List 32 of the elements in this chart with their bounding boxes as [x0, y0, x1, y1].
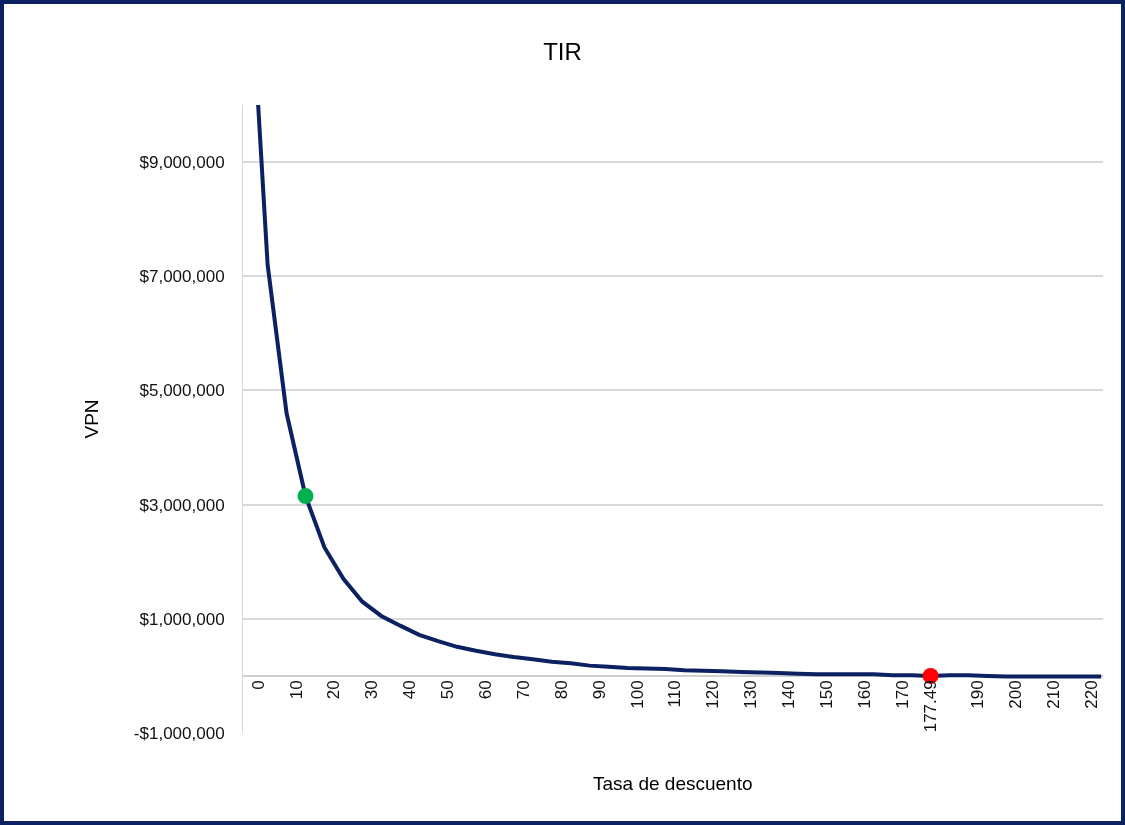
y-tick-label: $9,000,000	[139, 153, 225, 173]
x-tick-label: 20	[324, 680, 344, 700]
x-tick-label: 100	[627, 680, 647, 709]
x-tick-label: 40	[400, 680, 420, 700]
x-tick-label: 70	[513, 680, 533, 700]
x-tick-label: 130	[741, 680, 761, 709]
x-tick-label: 140	[779, 680, 799, 709]
x-tick-label: 190	[968, 680, 988, 709]
x-tick-label: 200	[1006, 680, 1026, 709]
x-tick-label: 0	[248, 680, 268, 690]
chart-title: TIR	[543, 38, 582, 66]
y-tick-label: $1,000,000	[139, 609, 225, 629]
x-tick-label: 60	[475, 680, 495, 700]
x-tick-label: 120	[703, 680, 723, 709]
y-tick-label: -$1,000,000	[133, 723, 225, 743]
x-tick-label: 10	[286, 680, 306, 700]
x-tick-label: 170	[892, 680, 912, 709]
x-tick-label: 80	[551, 680, 571, 700]
x-tick-label: 30	[362, 680, 382, 700]
x-tick-label: 150	[816, 680, 836, 709]
x-tick-label: 160	[854, 680, 874, 709]
y-tick-label: $3,000,000	[139, 495, 225, 515]
y-tick-label: $7,000,000	[139, 267, 225, 287]
x-axis-title: Tasa de descuento	[593, 773, 753, 794]
x-tick-label: 220	[1082, 680, 1102, 709]
y-tick-label: $5,000,000	[139, 381, 225, 401]
y-axis-title: VPN	[80, 399, 102, 439]
x-tick-label: 90	[589, 680, 609, 700]
x-tick-label: 210	[1044, 680, 1064, 709]
x-tick-label: 177.49	[921, 680, 941, 733]
x-tick-label: 110	[665, 680, 685, 708]
x-tick-label: 50	[438, 680, 458, 700]
